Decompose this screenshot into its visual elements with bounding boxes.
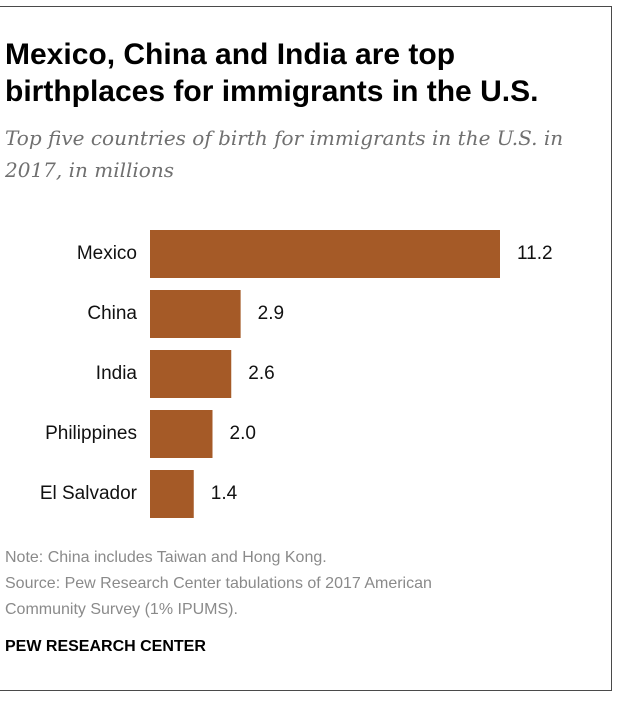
right-rule [611, 6, 612, 691]
value-label: 1.4 [211, 483, 238, 504]
category-label: India [96, 363, 138, 384]
bar [150, 230, 500, 278]
category-label: China [87, 303, 137, 324]
value-label: 2.6 [248, 363, 274, 384]
brand-logo-text: PEW RESEARCH CENTER [5, 638, 206, 655]
chart-title: Mexico, China and India are top birthpla… [5, 38, 539, 108]
category-label: Mexico [77, 243, 137, 264]
bottom-rule [0, 690, 612, 691]
bar [150, 350, 232, 398]
chart-subtitle: Top five countries of birth for immigran… [5, 126, 564, 182]
top-rule [0, 6, 612, 7]
bar [150, 290, 241, 338]
note-text: Note: China includes Taiwan and Hong Kon… [5, 549, 327, 566]
category-label: El Salvador [40, 483, 138, 504]
bar [150, 410, 213, 458]
source-text-line-2: Community Survey (1% IPUMS). [5, 601, 238, 618]
footnotes: Note: China includes Taiwan and Hong Kon… [5, 545, 605, 623]
value-label: 2.9 [258, 303, 284, 324]
value-label: 2.0 [230, 423, 256, 444]
value-label: 11.2 [517, 243, 553, 264]
category-label: Philippines [45, 423, 137, 444]
source-text-line-1: Source: Pew Research Center tabulations … [5, 575, 432, 592]
bar-chart: Mexico 11.2 China 2.9 India 2.6 Philippines 2.0… [40, 230, 553, 518]
bar [150, 470, 194, 518]
